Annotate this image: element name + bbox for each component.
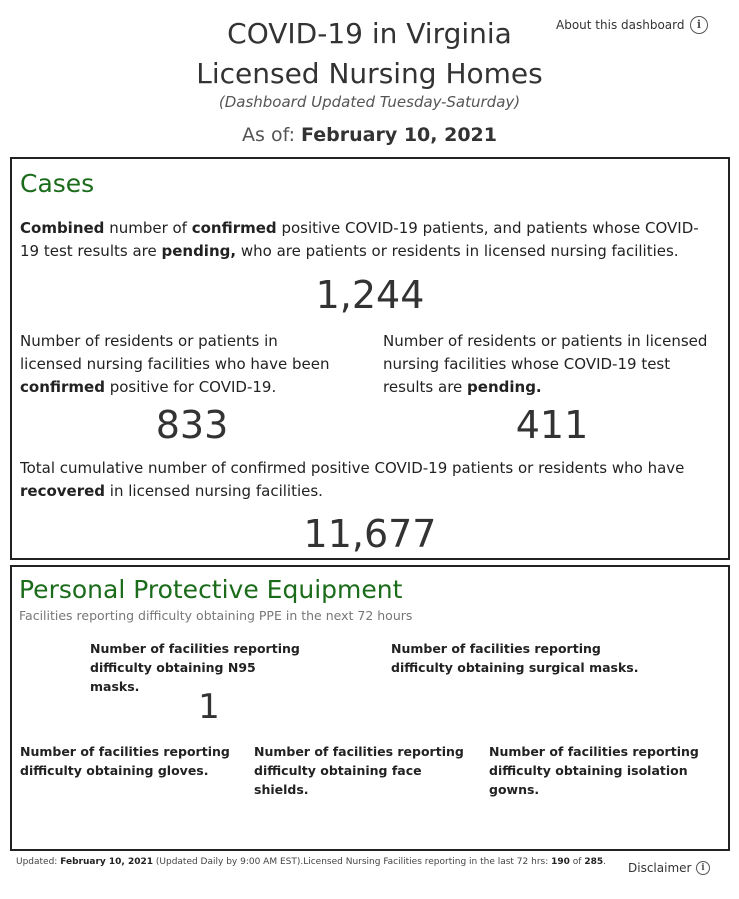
ppe-title: Personal Protective Equipment (19, 575, 403, 604)
confirmed-desc-text-1: Number of residents or patients in licen… (20, 332, 330, 373)
recovered-count: 11,677 (303, 512, 437, 556)
footer-reporting-count: 190 (551, 857, 570, 867)
dashboard-title: COVID-19 in Virginia Licensed Nursing Ho… (0, 14, 739, 94)
surgical-masks-label: Number of facilities reporting difficult… (391, 641, 639, 675)
cases-title: Cases (20, 169, 95, 198)
pending-description: Number of residents or patients in licen… (383, 330, 718, 399)
footer-period: . (603, 857, 606, 867)
confirmed-desc-text-2: positive for COVID-19. (104, 378, 277, 396)
combined-desc-text-1: number of (104, 219, 192, 237)
footer-updated-note: (Updated Daily by 9:00 AM EST).Licensed … (153, 857, 552, 867)
ppe-subtitle: Facilities reporting difficulty obtainin… (19, 608, 413, 623)
ppe-panel: Personal Protective Equipment Facilities… (10, 565, 730, 851)
recovered-desc-bold: recovered (20, 482, 106, 500)
confirmed-description: Number of residents or patients in licen… (20, 330, 340, 399)
as-of-date: February 10, 2021 (301, 124, 497, 146)
pending-desc-text: Number of residents or patients in licen… (383, 332, 708, 396)
recovered-description: Total cumulative number of confirmed pos… (20, 457, 710, 503)
isolation-gowns-label: Number of facilities reporting difficult… (489, 744, 699, 797)
as-of-line: As of: February 10, 2021 (0, 124, 739, 146)
cases-panel: Cases Combined number of confirmed posit… (10, 157, 730, 560)
info-icon[interactable]: i (696, 861, 710, 875)
footer-updated-date: February 10, 2021 (60, 857, 154, 867)
combined-count: 1,244 (315, 273, 425, 317)
gloves-label: Number of facilities reporting difficult… (20, 744, 230, 778)
face-shields-label: Number of facilities reporting difficult… (254, 744, 464, 797)
footer-update-note: Updated: February 10, 2021 (Updated Dail… (16, 857, 606, 867)
pending-count: 411 (515, 403, 589, 447)
disclaimer-link[interactable]: Disclaimer (628, 861, 692, 875)
combined-description: Combined number of confirmed positive CO… (20, 217, 710, 263)
combined-desc-text-3: who are patients or residents in license… (236, 242, 679, 260)
n95-label: Number of facilities reporting difficult… (90, 641, 300, 694)
recovered-desc-text-2: in licensed nursing facilities. (105, 482, 323, 500)
combined-desc-bold-2: confirmed (191, 219, 277, 237)
as-of-label: As of: (242, 124, 295, 146)
footer-updated-label: Updated: (16, 857, 61, 867)
about-dashboard-link[interactable]: About this dashboard (556, 18, 685, 32)
confirmed-desc-bold: confirmed (20, 378, 105, 396)
n95-count: 1 (198, 687, 220, 727)
pending-desc-bold: pending. (467, 378, 542, 396)
info-icon[interactable]: i (690, 16, 708, 34)
recovered-desc-text-1: Total cumulative number of confirmed pos… (20, 459, 685, 477)
footer-of-text: of (569, 857, 585, 867)
title-line-2: Licensed Nursing Homes (196, 57, 543, 90)
footer-total-count: 285 (584, 857, 604, 867)
combined-desc-bold-1: Combined (20, 219, 105, 237)
combined-desc-text-2: positive COVID-19 patients, and patients… (20, 219, 699, 260)
title-line-1: COVID-19 in Virginia (227, 17, 512, 50)
combined-desc-bold-3: pending, (161, 242, 237, 260)
confirmed-count: 833 (155, 403, 229, 447)
dashboard-subtitle: (Dashboard Updated Tuesday-Saturday) (218, 93, 521, 111)
